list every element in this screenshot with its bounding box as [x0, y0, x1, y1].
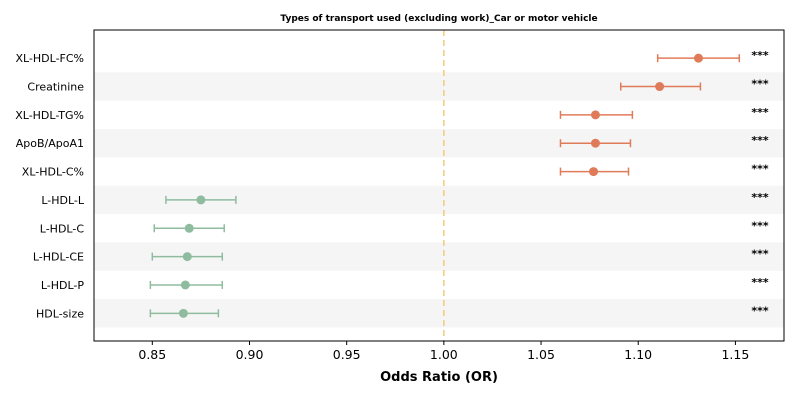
or-point [590, 138, 600, 148]
x-tick-label: 1.10 [624, 347, 652, 362]
row-stripe [94, 129, 784, 158]
row-label: Creatinine [27, 81, 84, 94]
significance-label: *** [751, 276, 769, 289]
plot-frame [93, 29, 785, 342]
row-label: XL-HDL-FC% [15, 52, 84, 65]
data-rows: XL-HDL-FC% ***Creatinine ***XL-HDL-TG% ***A… [15, 49, 769, 320]
or-point [589, 167, 599, 177]
row-label: HDL-size [36, 307, 84, 320]
row-label: L-HDL-L [41, 194, 85, 207]
row-label: ApoB/ApoA1 [16, 137, 84, 150]
forest-row: XL-HDL-FC% *** [15, 49, 768, 65]
significance-label: *** [751, 304, 769, 317]
forest-row: L-HDL-C *** [40, 219, 769, 235]
forest-row: L-HDL-P *** [41, 276, 769, 292]
significance-label: *** [751, 219, 769, 232]
significance-label: *** [751, 134, 769, 147]
forest-row: XL-HDL-C% *** [22, 163, 769, 179]
row-label: L-HDL-C [40, 222, 85, 235]
forest-row: L-HDL-CE *** [33, 248, 769, 264]
x-tick-label: 0.85 [138, 347, 166, 362]
or-point [655, 82, 665, 92]
significance-label: *** [751, 49, 769, 62]
significance-label: *** [751, 163, 769, 176]
significance-label: *** [751, 78, 769, 91]
significance-label: *** [751, 191, 769, 204]
row-label: L-HDL-P [41, 279, 85, 292]
or-point [182, 252, 192, 262]
x-tick-label: 1.15 [721, 347, 749, 362]
row-label: XL-HDL-TG% [15, 109, 84, 122]
or-point [184, 223, 194, 233]
forest-row: XL-HDL-TG% *** [15, 106, 769, 122]
or-point [590, 110, 600, 120]
forest-row: ApoB/ApoA1 *** [16, 134, 769, 150]
chart-title: Types of transport used (excluding work)… [280, 14, 597, 24]
significance-label: *** [751, 248, 769, 261]
row-label: L-HDL-CE [33, 251, 84, 264]
row-label: XL-HDL-C% [22, 166, 84, 179]
forest-row: HDL-size *** [36, 304, 769, 320]
x-tick-label: 0.90 [236, 347, 264, 362]
or-point [178, 308, 188, 318]
x-tick-label: 1.05 [527, 347, 555, 362]
x-tick-label: 0.95 [333, 347, 361, 362]
x-axis-label: Odds Ratio (OR) [380, 370, 498, 385]
significance-label: *** [751, 106, 769, 119]
forest-row: L-HDL-L *** [41, 191, 769, 207]
forest-row: Creatinine *** [27, 78, 768, 94]
x-axis: 0.85 0.90 0.95 1.00 1.05 1.10 1.15 [138, 341, 749, 362]
x-tick-label: 1.00 [430, 347, 458, 362]
or-point [196, 195, 206, 205]
or-point [693, 53, 703, 63]
or-point [180, 280, 190, 290]
